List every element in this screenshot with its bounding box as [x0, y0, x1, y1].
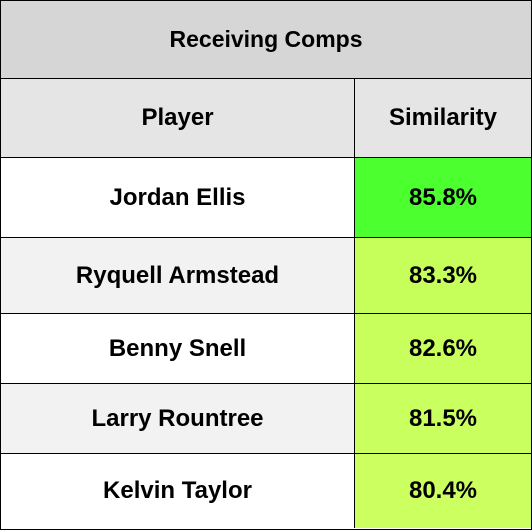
player-name-cell: Jordan Ellis — [1, 158, 355, 237]
player-name-cell: Ryquell Armstead — [1, 238, 355, 313]
player-name-cell: Larry Rountree — [1, 384, 355, 453]
similarity-cell: 80.4% — [355, 454, 531, 528]
table-row: Jordan Ellis 85.8% — [1, 158, 531, 238]
table-title: Receiving Comps — [1, 1, 531, 79]
similarity-column-header: Similarity — [388, 104, 498, 131]
similarity-cell: 81.5% — [355, 384, 531, 453]
similarity-cell: 82.6% — [355, 314, 531, 383]
player-name-cell: Kelvin Taylor — [1, 454, 355, 528]
player-name-cell: Benny Snell — [1, 314, 355, 383]
player-column-header: Player — [1, 79, 355, 157]
table-row: Ryquell Armstead 83.3% — [1, 238, 531, 314]
similarity-cell: 83.3% — [355, 238, 531, 313]
header-row: Player Similarity — [1, 79, 531, 158]
table-row: Benny Snell 82.6% — [1, 314, 531, 384]
table-row: Kelvin Taylor 80.4% — [1, 454, 531, 528]
similarity-cell: 85.8% — [355, 158, 531, 237]
table-row: Larry Rountree 81.5% — [1, 384, 531, 454]
